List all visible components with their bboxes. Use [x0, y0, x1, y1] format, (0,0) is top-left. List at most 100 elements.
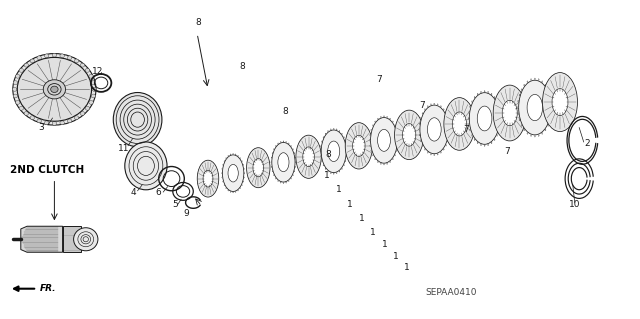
Ellipse shape: [292, 149, 293, 150]
Ellipse shape: [223, 155, 244, 191]
Ellipse shape: [280, 182, 281, 183]
Ellipse shape: [502, 100, 517, 126]
Ellipse shape: [346, 146, 347, 147]
Ellipse shape: [275, 145, 276, 146]
Ellipse shape: [295, 166, 296, 167]
Ellipse shape: [543, 73, 577, 131]
Ellipse shape: [375, 159, 376, 160]
Ellipse shape: [286, 141, 287, 143]
Ellipse shape: [92, 87, 97, 91]
Ellipse shape: [440, 152, 441, 153]
Ellipse shape: [271, 166, 272, 167]
Ellipse shape: [91, 94, 95, 98]
Ellipse shape: [371, 117, 397, 163]
Ellipse shape: [336, 173, 337, 174]
Ellipse shape: [286, 182, 287, 183]
Ellipse shape: [445, 113, 447, 114]
Text: 12: 12: [92, 67, 104, 76]
Text: 1: 1: [382, 241, 387, 249]
Ellipse shape: [527, 94, 543, 121]
Ellipse shape: [44, 121, 49, 125]
Ellipse shape: [378, 130, 390, 151]
Ellipse shape: [243, 181, 244, 182]
Ellipse shape: [197, 160, 219, 197]
Ellipse shape: [321, 160, 323, 162]
Bar: [63, 226, 81, 252]
Text: 1: 1: [359, 214, 364, 223]
Ellipse shape: [336, 129, 337, 130]
Ellipse shape: [30, 59, 35, 63]
Text: 5: 5: [172, 200, 177, 209]
Ellipse shape: [518, 100, 519, 102]
Ellipse shape: [230, 191, 231, 192]
Ellipse shape: [395, 125, 396, 126]
Ellipse shape: [524, 84, 525, 86]
Ellipse shape: [428, 118, 441, 141]
Ellipse shape: [52, 53, 57, 57]
Ellipse shape: [240, 188, 241, 189]
Ellipse shape: [518, 80, 551, 135]
Text: 8: 8: [326, 150, 331, 159]
Ellipse shape: [447, 140, 448, 141]
Text: 3: 3: [39, 123, 44, 132]
Ellipse shape: [493, 85, 526, 141]
Ellipse shape: [491, 142, 492, 144]
Text: 1: 1: [348, 200, 353, 209]
Ellipse shape: [518, 113, 519, 115]
Ellipse shape: [242, 185, 243, 186]
Ellipse shape: [243, 164, 244, 165]
Ellipse shape: [519, 94, 520, 96]
Ellipse shape: [434, 154, 435, 156]
Ellipse shape: [283, 141, 284, 142]
Ellipse shape: [370, 134, 371, 136]
Ellipse shape: [541, 133, 543, 134]
Ellipse shape: [369, 140, 371, 141]
Ellipse shape: [444, 98, 475, 150]
Ellipse shape: [380, 116, 381, 118]
Ellipse shape: [294, 152, 295, 154]
Ellipse shape: [113, 93, 162, 147]
Ellipse shape: [67, 56, 72, 60]
Ellipse shape: [517, 107, 518, 108]
Ellipse shape: [420, 140, 421, 141]
Ellipse shape: [275, 178, 276, 179]
Ellipse shape: [419, 123, 420, 124]
Text: 1: 1: [404, 263, 410, 272]
Text: 7: 7: [505, 147, 510, 156]
Ellipse shape: [325, 168, 326, 169]
Ellipse shape: [296, 135, 321, 178]
Polygon shape: [20, 226, 63, 252]
Ellipse shape: [19, 106, 24, 110]
Ellipse shape: [294, 171, 295, 172]
Text: 7: 7: [463, 125, 468, 134]
Ellipse shape: [320, 151, 321, 152]
Ellipse shape: [323, 137, 324, 138]
Ellipse shape: [30, 116, 35, 120]
Ellipse shape: [521, 125, 522, 126]
Ellipse shape: [253, 159, 264, 177]
Text: 9: 9: [184, 209, 189, 218]
Text: 7: 7: [377, 75, 382, 84]
Ellipse shape: [13, 94, 18, 98]
Ellipse shape: [346, 151, 348, 152]
Ellipse shape: [283, 182, 284, 184]
Text: 1: 1: [393, 252, 398, 261]
Ellipse shape: [392, 121, 393, 122]
Ellipse shape: [346, 156, 347, 157]
Ellipse shape: [80, 63, 84, 67]
Ellipse shape: [394, 110, 424, 160]
Ellipse shape: [397, 134, 398, 136]
Ellipse shape: [89, 100, 93, 104]
Ellipse shape: [80, 112, 84, 115]
Text: 2: 2: [584, 139, 589, 148]
Ellipse shape: [545, 129, 546, 131]
Ellipse shape: [372, 125, 373, 126]
Text: 4: 4: [131, 189, 136, 197]
Ellipse shape: [303, 147, 314, 167]
Ellipse shape: [449, 129, 450, 130]
Ellipse shape: [74, 116, 79, 120]
Ellipse shape: [527, 133, 528, 134]
Ellipse shape: [420, 105, 449, 154]
Ellipse shape: [246, 148, 270, 188]
Ellipse shape: [85, 69, 90, 72]
